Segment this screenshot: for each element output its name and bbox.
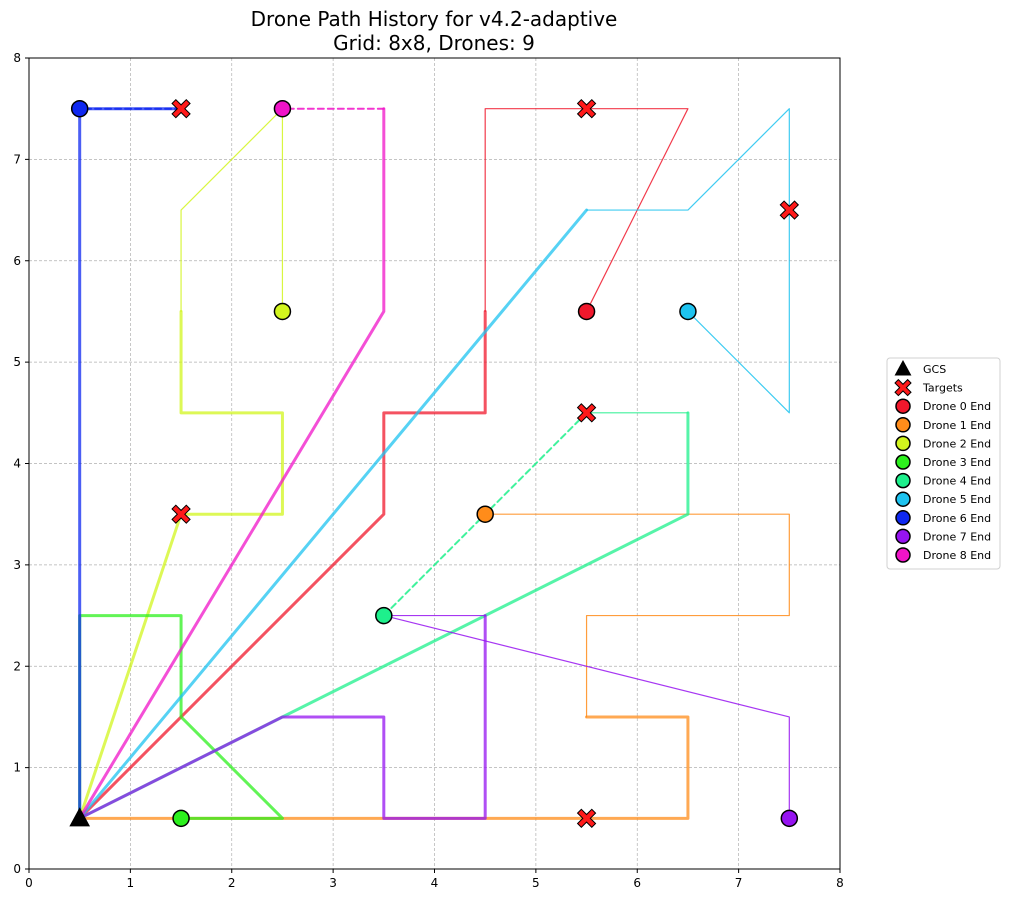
- legend-drone-1-marker: [895, 417, 911, 433]
- x-tick-label: 0: [25, 876, 33, 890]
- legend-drone-0-marker: [895, 398, 911, 414]
- legend-target-marker: [894, 378, 912, 397]
- markers: [69, 98, 800, 829]
- drone-3-end-marker: [172, 809, 190, 828]
- drone-4-end-marker: [375, 606, 393, 625]
- legend-drone-5-marker: [895, 491, 911, 507]
- x-tick-label: 1: [127, 876, 135, 890]
- legend-drone-3-marker: [895, 454, 911, 470]
- y-tick-label: 8: [13, 51, 21, 65]
- legend-label: Drone 2 End: [923, 437, 991, 450]
- legend-box: [886, 357, 1001, 570]
- x-tick-label: 6: [633, 876, 641, 890]
- target-marker: [576, 403, 597, 423]
- x-tick-label: 5: [532, 876, 540, 890]
- target-marker: [779, 200, 800, 220]
- drone-1-end-marker: [476, 505, 494, 523]
- drone-6-end-marker: [70, 99, 89, 118]
- y-tick-label: 3: [13, 558, 21, 572]
- drone-0-path-thick: [78, 309, 487, 820]
- legend-label: GCS: [923, 363, 946, 376]
- x-tick-label: 8: [836, 876, 844, 890]
- legend-drone-8-marker: [895, 547, 911, 563]
- legend-drone-6-marker: [895, 510, 911, 526]
- drone-8-path-thick: [78, 107, 386, 820]
- drone-2-path-thin: [180, 108, 284, 313]
- y-tick-label: 6: [13, 254, 21, 268]
- target-marker: [576, 98, 597, 119]
- gcs-marker: [69, 807, 91, 827]
- axis-ticks: 0 1 2 3 4 5 6 7 8 0 1 2 3 4 5 6 7 8: [13, 51, 843, 890]
- y-tick-label: 0: [13, 862, 21, 876]
- drone-2-end-marker: [273, 302, 292, 321]
- drone-7-path-thin: [383, 614, 790, 819]
- drone-5-path-thin: [585, 108, 790, 414]
- legend-label: Targets: [922, 382, 963, 395]
- legend-drone-4-marker: [895, 472, 911, 489]
- legend-drone-2-marker: [895, 435, 911, 452]
- x-tick-label: 3: [329, 876, 337, 890]
- drone-7-end-marker: [780, 809, 799, 828]
- legend-label: Drone 0 End: [923, 400, 991, 413]
- drone-5-end-marker: [679, 302, 697, 321]
- target-marker: [171, 98, 191, 119]
- drone-7-path-thick: [78, 614, 487, 820]
- legend-label: Drone 5 End: [923, 493, 991, 506]
- legend-label: Drone 4 End: [923, 475, 991, 488]
- drone-2-path-thick: [78, 309, 284, 820]
- target-marker: [171, 504, 191, 524]
- legend-label: Drone 1 End: [923, 419, 991, 432]
- y-tick-label: 2: [13, 659, 21, 673]
- chart-subtitle: Grid: 8x8, Drones: 9: [333, 31, 535, 55]
- legend-label: Drone 6 End: [923, 512, 991, 525]
- legend-label: Drone 3 End: [923, 456, 991, 469]
- chart-title: Drone Path History for v4.2-adaptive: [251, 7, 618, 31]
- x-tick-label: 7: [735, 876, 743, 890]
- y-tick-label: 4: [13, 457, 21, 471]
- y-tick-label: 1: [13, 761, 21, 775]
- target-marker: [576, 808, 597, 829]
- drone-8-end-marker: [273, 99, 292, 118]
- legend-label: Drone 7 End: [923, 530, 991, 543]
- legend: GCS Targets Drone 0 End Drone 1 End Drone 2 …: [886, 357, 1001, 570]
- drone-paths: [78, 107, 790, 820]
- x-tick-label: 2: [228, 876, 236, 890]
- x-tick-label: 4: [431, 876, 439, 890]
- legend-gcs-marker: [894, 359, 912, 376]
- y-tick-label: 5: [13, 355, 21, 369]
- legend-drone-7-marker: [895, 528, 911, 545]
- drone-0-end-marker: [577, 302, 596, 321]
- drone-5-path-thick: [78, 208, 589, 820]
- legend-label: Drone 8 End: [923, 549, 991, 562]
- y-tick-label: 7: [13, 152, 21, 166]
